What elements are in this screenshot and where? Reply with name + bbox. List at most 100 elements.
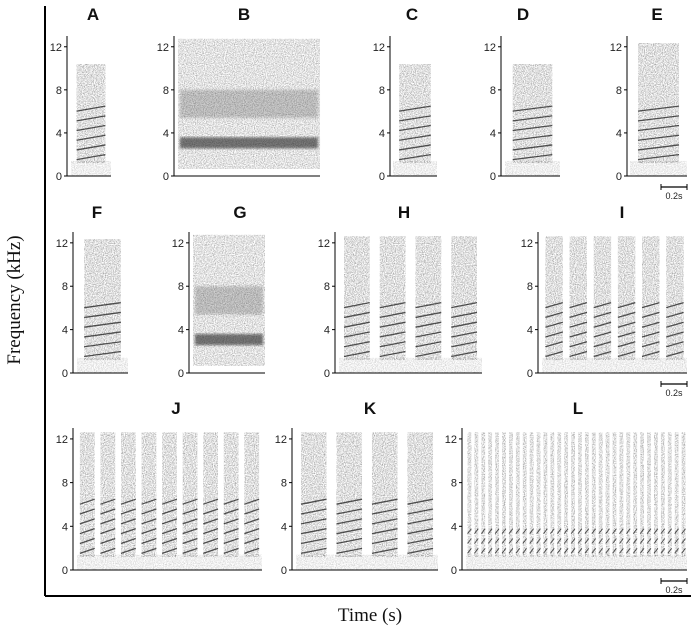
harmonic-streak — [584, 538, 590, 544]
harmonic-streak — [451, 331, 478, 338]
note — [120, 432, 136, 557]
note — [203, 432, 219, 557]
spectrogram-image — [71, 64, 111, 176]
note — [619, 432, 624, 557]
harmonic-streak — [300, 508, 327, 515]
harmonic-streak — [512, 115, 553, 122]
y-tick-label: 12 — [275, 434, 287, 446]
y-tick-label: 0 — [56, 171, 62, 183]
y-tick-label: 12 — [318, 238, 330, 250]
background-noise — [296, 554, 438, 570]
harmonic-streak — [543, 548, 548, 554]
panel-e: E 0 4 8 12 0.2s — [610, 5, 688, 201]
harmonic-streak — [300, 518, 327, 525]
harmonic-streak — [336, 547, 363, 554]
harmonic-streak — [120, 528, 136, 535]
harmonic-streak — [508, 528, 514, 534]
harmonic-streak — [399, 124, 431, 132]
note — [495, 432, 499, 557]
note — [415, 236, 442, 360]
harmonic-streak — [666, 341, 684, 348]
harmonic-streak — [563, 548, 569, 554]
panel-letter: D — [517, 5, 529, 24]
harmonic-streak — [666, 321, 684, 328]
harmonic-streak — [563, 538, 569, 544]
harmonic-streak — [536, 538, 541, 544]
note — [474, 432, 479, 557]
harmonic-streak — [415, 350, 442, 358]
panels: A 0 4 8 12 B 0 4 8 12 C 0 4 8 12 D 0 4 8 12 E 0 4 8 12 0.2s F 0 4 8 12… — [50, 5, 688, 595]
harmonic-streak — [591, 538, 597, 544]
harmonic-streak — [617, 302, 636, 309]
spectrogram-image — [630, 43, 687, 176]
harmonic-streak — [223, 508, 239, 515]
y-tick-label: 12 — [445, 434, 457, 446]
harmonic-streak — [336, 528, 363, 535]
harmonic-streak — [84, 350, 121, 358]
harmonic-streak — [415, 311, 442, 319]
harmonic-streak — [84, 321, 121, 328]
y-tick-label: 4 — [178, 325, 184, 337]
harmonic-streak — [617, 341, 636, 348]
harmonic-streak — [550, 538, 555, 544]
harmonic-streak — [487, 548, 493, 554]
harmonic-streak — [612, 548, 617, 554]
background-noise — [339, 357, 482, 373]
harmonic-streak — [244, 547, 260, 554]
spectrogram-image — [77, 239, 128, 373]
note — [467, 432, 472, 557]
spectrogram-image — [77, 432, 262, 570]
note — [522, 432, 527, 557]
harmonic-streak — [605, 538, 610, 544]
harmonic-streak — [543, 528, 548, 534]
note — [182, 432, 198, 557]
harmonic-streak — [244, 537, 260, 545]
harmonic-streak — [545, 341, 563, 348]
harmonic-streak — [79, 547, 95, 554]
harmonic-streak — [203, 528, 219, 535]
y-tick-label: 12 — [484, 42, 496, 54]
harmonic-streak — [681, 548, 686, 554]
harmonic-streak — [161, 547, 178, 554]
harmonic-streak — [399, 134, 431, 141]
y-tick-label: 8 — [451, 478, 457, 490]
harmonic-streak — [100, 498, 116, 505]
harmonic-streak — [570, 528, 576, 534]
harmonic-streak — [508, 538, 514, 544]
harmonic-streak — [545, 331, 563, 338]
energy-band — [180, 89, 318, 118]
y-tick-label: 4 — [163, 128, 169, 140]
note — [578, 432, 582, 557]
harmonic-streak — [223, 537, 239, 545]
harmonic-streak — [399, 115, 431, 122]
harmonic-streak — [674, 538, 679, 544]
harmonic-streak — [593, 341, 612, 348]
harmonic-streak — [617, 311, 636, 319]
harmonic-streak — [399, 153, 431, 161]
y-tick-label: 8 — [163, 85, 169, 97]
harmonic-streak — [545, 302, 563, 309]
spectrogram-image — [466, 432, 687, 570]
panel-i: I 0 4 8 12 0.2s — [521, 203, 688, 398]
harmonic-streak — [545, 311, 563, 319]
y-tick-label: 8 — [56, 85, 62, 97]
note — [564, 432, 569, 557]
harmonic-streak — [407, 528, 434, 535]
harmonic-streak — [550, 528, 555, 534]
note — [626, 432, 631, 557]
harmonic-streak — [474, 548, 479, 554]
note — [488, 432, 493, 557]
harmonic-streak — [141, 518, 157, 525]
harmonic-streak — [223, 498, 239, 505]
harmonic-streak — [76, 115, 106, 122]
harmonic-streak — [371, 498, 398, 505]
harmonic-streak — [343, 341, 370, 348]
note — [300, 432, 327, 557]
y-tick-label: 0 — [163, 171, 169, 183]
panel-letter: F — [92, 203, 102, 222]
background-noise — [505, 160, 560, 176]
note — [543, 432, 548, 557]
harmonic-streak — [244, 528, 260, 535]
panel-f: F 0 4 8 12 — [56, 203, 128, 380]
harmonic-streak — [653, 528, 659, 534]
